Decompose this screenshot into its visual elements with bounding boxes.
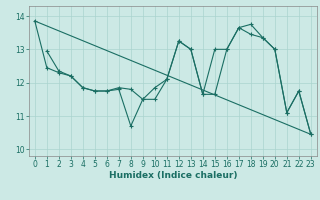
X-axis label: Humidex (Indice chaleur): Humidex (Indice chaleur): [108, 171, 237, 180]
